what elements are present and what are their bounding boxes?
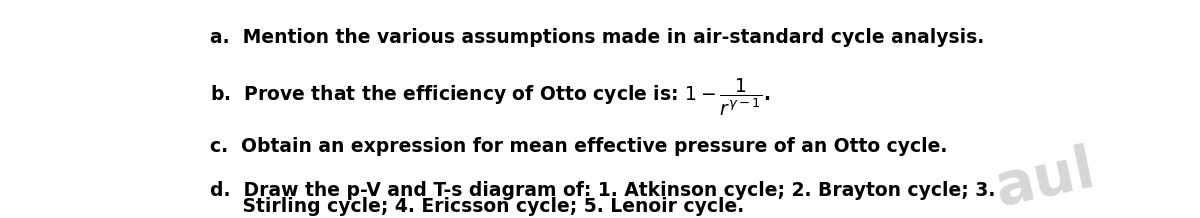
Text: c.  Obtain an expression for mean effective pressure of an Otto cycle.: c. Obtain an expression for mean effecti… xyxy=(210,136,947,156)
Text: b.  Prove that the efficiency of Otto cycle is: $1-\dfrac{1}{r^{\gamma-1}}$.: b. Prove that the efficiency of Otto cyc… xyxy=(210,76,770,118)
Text: aul: aul xyxy=(990,141,1100,218)
Text: a.  Mention the various assumptions made in air-standard cycle analysis.: a. Mention the various assumptions made … xyxy=(210,28,984,47)
Text: Stirling cycle; 4. Ericsson cycle; 5. Lenoir cycle.: Stirling cycle; 4. Ericsson cycle; 5. Le… xyxy=(210,197,744,216)
Text: d.  Draw the p-V and T-s diagram of: 1. Atkinson cycle; 2. Brayton cycle; 3.: d. Draw the p-V and T-s diagram of: 1. A… xyxy=(210,181,995,200)
